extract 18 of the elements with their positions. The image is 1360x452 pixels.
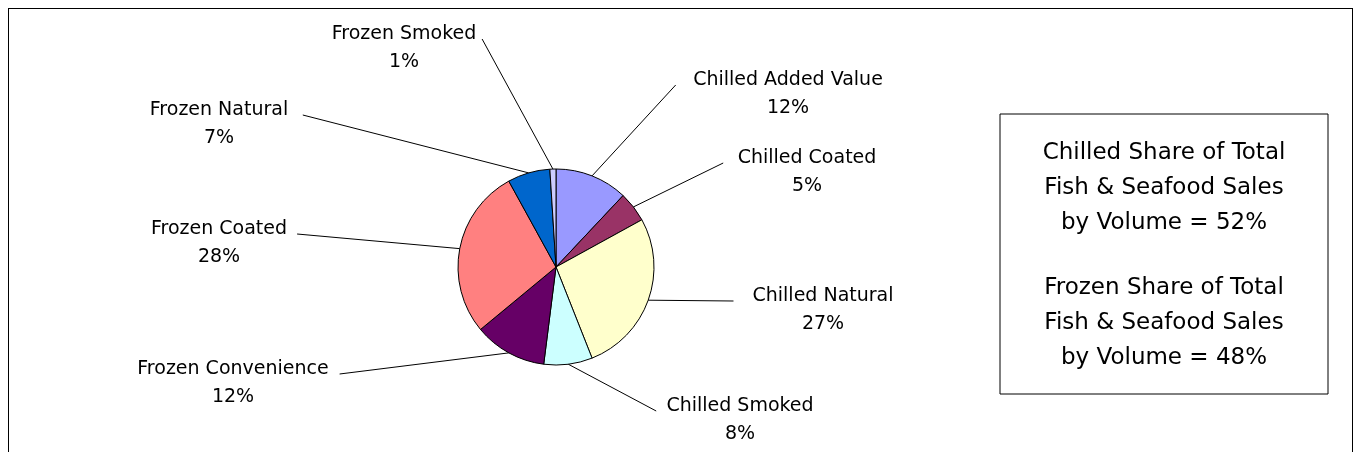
data-label: 5%: [791, 173, 823, 195]
data-label: 7%: [203, 125, 235, 147]
data-label: 1%: [388, 49, 420, 71]
slice-label: Frozen Natural: [149, 97, 289, 119]
data-label: 8%: [724, 421, 756, 443]
slice-label: Chilled Added Value: [693, 67, 883, 89]
data-label: 12%: [211, 384, 255, 406]
slice-label: Frozen Smoked: [331, 21, 477, 43]
data-label: 27%: [801, 311, 845, 333]
slice-label: Frozen Convenience: [137, 356, 329, 378]
slice-label: Frozen Coated: [150, 216, 288, 238]
slice-label: Chilled Coated: [737, 145, 877, 167]
data-label: 12%: [766, 95, 810, 117]
data-label: 28%: [197, 244, 241, 266]
text: Chilled Share of Total Fish & Seafood Sales by Volume = 52%: [1042, 137, 1286, 234]
text: Frozen Share of Total Fish & Seafood Sales by Volume = 48%: [1044, 272, 1284, 369]
slice-label: Chilled Natural: [752, 283, 894, 305]
slice-label: Chilled Smoked: [666, 393, 814, 415]
